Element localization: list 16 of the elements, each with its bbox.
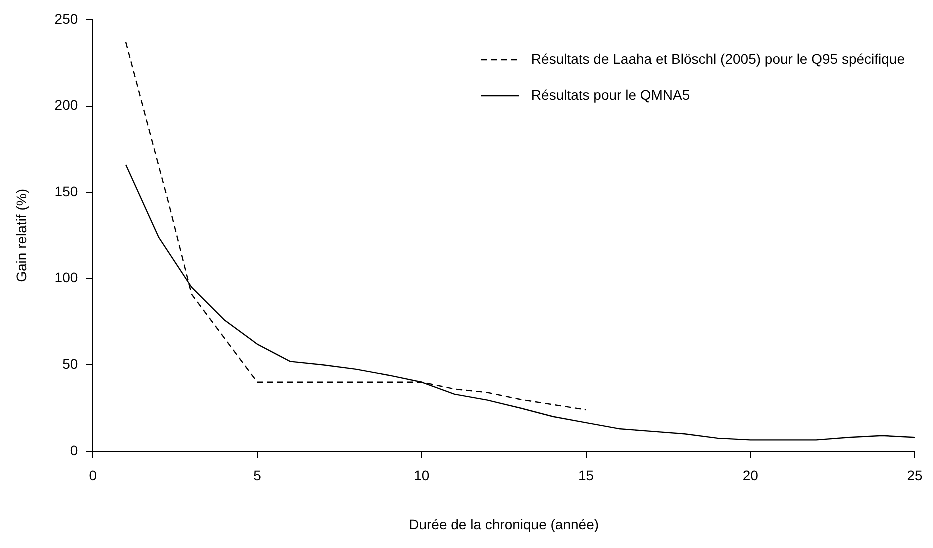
y-axis-title: Gain relatif (%) — [13, 189, 30, 282]
x-tick-label: 10 — [414, 468, 430, 484]
y-tick-label: 200 — [54, 97, 78, 114]
x-tick-label: 15 — [578, 468, 594, 484]
y-tick-label: 150 — [54, 183, 78, 200]
x-tick-label: 25 — [907, 468, 923, 484]
x-tick-label: 20 — [742, 468, 759, 484]
y-tick-label: 250 — [54, 10, 78, 27]
x-tick-label: 0 — [89, 468, 98, 484]
y-tick-label: 0 — [70, 442, 78, 458]
x-axis-title: Durée de la chronique (année) — [409, 516, 600, 532]
y-tick-label: 100 — [54, 270, 78, 286]
x-tick-label: 5 — [254, 468, 262, 484]
legend-label: Résultats de Laaha et Blöschl (2005) pour le Q95 spécifique — [531, 50, 906, 67]
y-tick-label: 50 — [62, 356, 78, 372]
legend-label: Résultats pour le QMNA5 — [531, 86, 690, 103]
